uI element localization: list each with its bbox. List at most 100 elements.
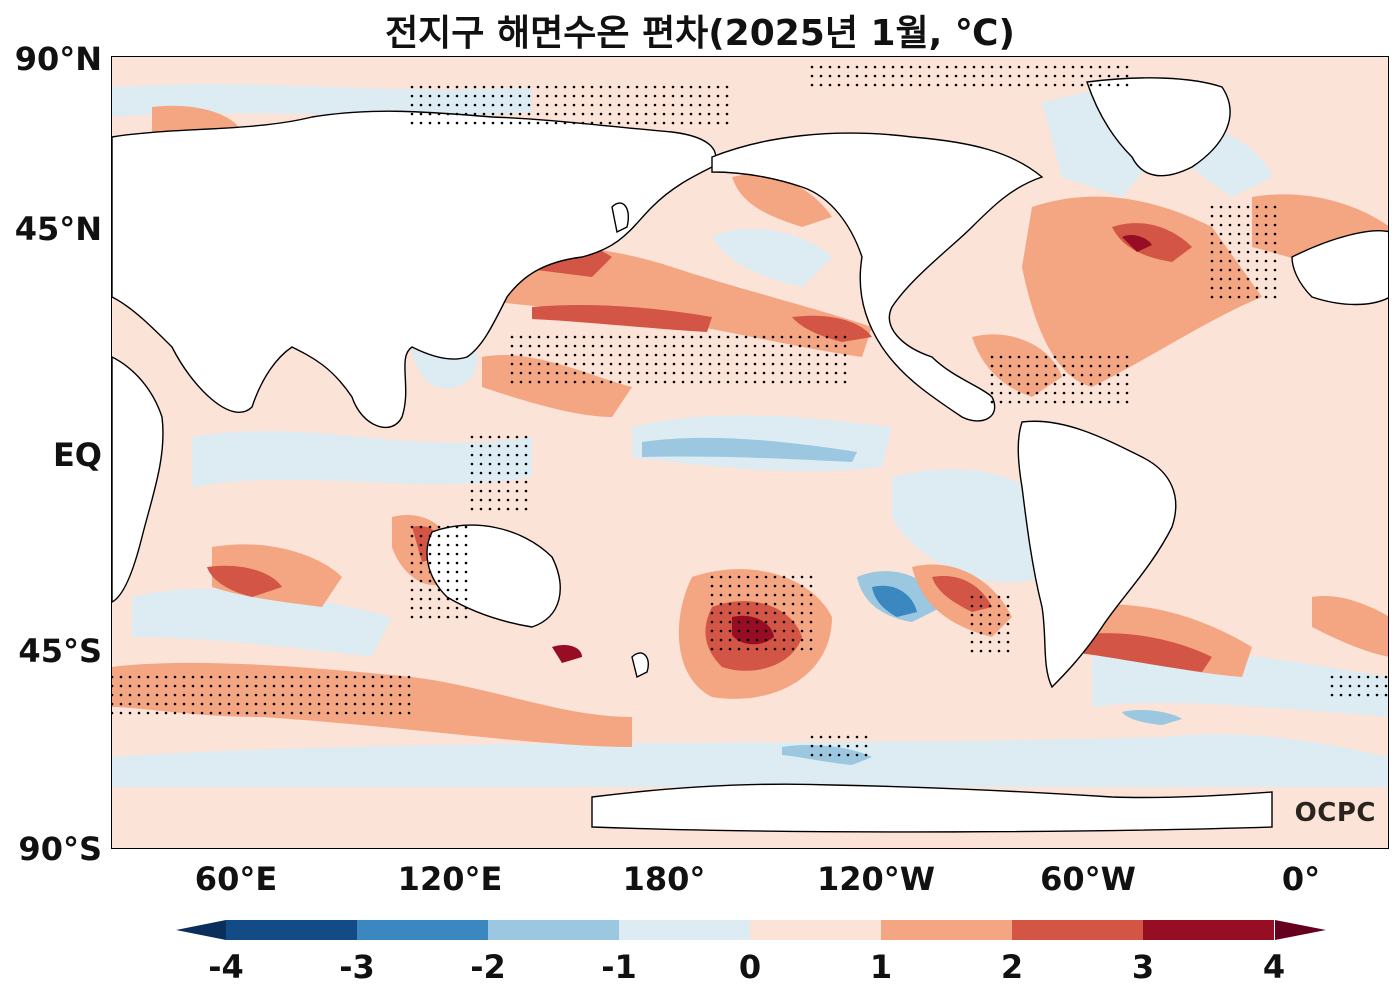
stipple-dot bbox=[999, 74, 1003, 78]
stipple-dot bbox=[810, 74, 814, 78]
stipple-dot bbox=[1237, 205, 1241, 209]
stipple-dot bbox=[773, 611, 777, 615]
stipple-dot bbox=[698, 94, 702, 98]
stipple-dot bbox=[488, 462, 492, 466]
stipple-dot bbox=[326, 675, 330, 679]
stipple-dot bbox=[1330, 675, 1334, 679]
colorbar-segment bbox=[226, 920, 357, 940]
stipple-dot bbox=[1210, 259, 1214, 263]
stipple-dot bbox=[997, 604, 1001, 608]
stipple-dot bbox=[437, 534, 441, 538]
stipple-dot bbox=[437, 525, 441, 529]
stipple-dot bbox=[1080, 364, 1084, 368]
stipple-dot bbox=[473, 94, 477, 98]
stipple-dot bbox=[782, 593, 786, 597]
stipple-dot bbox=[446, 588, 450, 592]
stipple-dot bbox=[564, 353, 568, 357]
stipple-dot bbox=[518, 85, 522, 89]
stipple-dot bbox=[882, 65, 886, 69]
stipple-dot bbox=[1237, 250, 1241, 254]
stipple-dot bbox=[1053, 364, 1057, 368]
stipple-dot bbox=[410, 525, 414, 529]
stipple-dot bbox=[719, 647, 723, 651]
stipple-dot bbox=[1366, 693, 1370, 697]
stipple-dot bbox=[407, 693, 411, 697]
stipple-dot bbox=[1017, 83, 1021, 87]
stipple-dot bbox=[245, 702, 249, 706]
stipple-dot bbox=[846, 744, 850, 748]
stipple-dot bbox=[1210, 268, 1214, 272]
stipple-dot bbox=[464, 579, 468, 583]
stipple-dot bbox=[773, 575, 777, 579]
stipple-dot bbox=[1008, 83, 1012, 87]
stipple-dot bbox=[1089, 373, 1093, 377]
stipple-dot bbox=[500, 85, 504, 89]
stipple-dot bbox=[600, 362, 604, 366]
stipple-dot bbox=[735, 353, 739, 357]
stipple-dot bbox=[746, 593, 750, 597]
stipple-dot bbox=[497, 453, 501, 457]
stipple-dot bbox=[398, 684, 402, 688]
stipple-dot bbox=[999, 355, 1003, 359]
stipple-dot bbox=[455, 85, 459, 89]
stipple-dot bbox=[290, 702, 294, 706]
stipple-dot bbox=[773, 593, 777, 597]
stipple-dot bbox=[1246, 250, 1250, 254]
stipple-dot bbox=[807, 335, 811, 339]
stipple-dot bbox=[573, 344, 577, 348]
stipple-dot bbox=[882, 83, 886, 87]
stipple-dot bbox=[755, 593, 759, 597]
stipple-dot bbox=[1071, 382, 1075, 386]
stipple-dot bbox=[1273, 295, 1277, 299]
stipple-dot bbox=[353, 684, 357, 688]
stipple-dot bbox=[707, 94, 711, 98]
stipple-dot bbox=[834, 380, 838, 384]
stipple-dot bbox=[509, 112, 513, 116]
stipple-dot bbox=[479, 498, 483, 502]
stipple-dot bbox=[155, 711, 159, 715]
stipple-dot bbox=[997, 622, 1001, 626]
stipple-dot bbox=[564, 335, 568, 339]
stipple-dot bbox=[671, 103, 675, 107]
stipple-dot bbox=[218, 693, 222, 697]
stipple-dot bbox=[308, 684, 312, 688]
stipple-dot bbox=[680, 103, 684, 107]
stipple-dot bbox=[537, 344, 541, 348]
stipple-dot bbox=[1255, 268, 1259, 272]
stipple-dot bbox=[509, 94, 513, 98]
colorbar-under-arrow bbox=[176, 920, 226, 940]
stipple-dot bbox=[755, 647, 759, 651]
stipple-dot bbox=[428, 94, 432, 98]
stipple-dot bbox=[963, 74, 967, 78]
stipple-dot bbox=[473, 103, 477, 107]
stipple-dot bbox=[1125, 83, 1129, 87]
stipple-dot bbox=[128, 711, 132, 715]
stipple-dot bbox=[254, 684, 258, 688]
stipple-dot bbox=[809, 602, 813, 606]
stipple-dot bbox=[764, 620, 768, 624]
stipple-dot bbox=[1255, 250, 1259, 254]
stipple-dot bbox=[1071, 364, 1075, 368]
stipple-dot bbox=[1348, 684, 1352, 688]
lon-label-0: 0° bbox=[1281, 860, 1321, 898]
stipple-dot bbox=[746, 575, 750, 579]
stipple-dot bbox=[1006, 631, 1010, 635]
stipple-dot bbox=[1062, 373, 1066, 377]
stipple-dot bbox=[1080, 65, 1084, 69]
stipple-dot bbox=[146, 711, 150, 715]
anomaly-neg-moderate bbox=[642, 437, 1182, 765]
stipple-dot bbox=[326, 702, 330, 706]
stipple-dot bbox=[518, 103, 522, 107]
stipple-dot bbox=[773, 647, 777, 651]
stipple-dot bbox=[1080, 400, 1084, 404]
stipple-dot bbox=[182, 711, 186, 715]
stipple-dot bbox=[999, 83, 1003, 87]
stipple-dot bbox=[999, 400, 1003, 404]
stipple-dot bbox=[963, 83, 967, 87]
stipple-dot bbox=[789, 353, 793, 357]
stipple-dot bbox=[1210, 223, 1214, 227]
stipple-dot bbox=[755, 629, 759, 633]
stipple-dot bbox=[254, 675, 258, 679]
stipple-dot bbox=[600, 380, 604, 384]
stipple-dot bbox=[764, 629, 768, 633]
